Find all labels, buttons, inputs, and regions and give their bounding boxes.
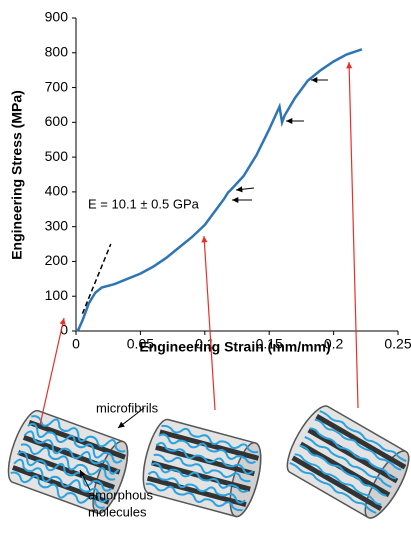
fibril bbox=[291, 455, 383, 511]
molecule bbox=[289, 462, 377, 514]
molecule bbox=[161, 424, 259, 454]
molecule bbox=[27, 422, 123, 464]
pointer-arrow-head bbox=[311, 76, 318, 84]
y-tick-label: 300 bbox=[45, 217, 69, 233]
molecule bbox=[13, 458, 109, 503]
y-tick-label: 700 bbox=[45, 78, 69, 94]
stage-arrow-head bbox=[59, 318, 66, 325]
label-arrow-head bbox=[80, 470, 86, 477]
stage-arrow bbox=[348, 61, 359, 409]
x-tick-label: 0.15 bbox=[256, 336, 283, 352]
molecule bbox=[153, 453, 251, 483]
molecule bbox=[145, 482, 243, 512]
molecule bbox=[314, 418, 402, 471]
molecule bbox=[155, 441, 254, 475]
cylinder-end bbox=[92, 440, 129, 515]
molecule bbox=[30, 415, 126, 453]
fibril bbox=[146, 475, 247, 508]
molecule bbox=[23, 430, 120, 475]
cylinder bbox=[142, 418, 262, 518]
molecule bbox=[20, 443, 116, 481]
x-tick-label: 0 bbox=[72, 336, 80, 352]
molecule bbox=[304, 436, 392, 488]
data-line bbox=[75, 48, 363, 333]
molecule bbox=[158, 433, 256, 464]
fit-line bbox=[81, 243, 112, 314]
stage-arrow-head bbox=[201, 236, 208, 243]
y-tick-label: 500 bbox=[45, 148, 69, 164]
molecule bbox=[309, 427, 397, 480]
fibril bbox=[159, 429, 260, 461]
cylinder-end bbox=[229, 442, 262, 518]
fibril bbox=[307, 427, 399, 484]
molecule bbox=[294, 453, 382, 506]
stage-arrow bbox=[203, 235, 216, 411]
x-tick-label: 0.05 bbox=[127, 336, 154, 352]
y-tick-label: 100 bbox=[45, 287, 69, 303]
molecule-label: amorphous bbox=[88, 487, 154, 502]
molecule bbox=[299, 444, 387, 497]
y-tick-label: 0 bbox=[60, 322, 68, 338]
y-tick-label: 800 bbox=[45, 43, 69, 59]
fibril bbox=[315, 414, 407, 470]
molecule bbox=[10, 471, 106, 509]
pointer-arrow-head bbox=[232, 196, 239, 204]
x-tick-label: 0.25 bbox=[384, 336, 411, 352]
y-axis-title: Engineering Stress (MPa) bbox=[9, 90, 25, 260]
molecule-label: molecules bbox=[88, 504, 147, 519]
fibril bbox=[28, 419, 126, 460]
label-arrow-head bbox=[118, 421, 125, 428]
fibril bbox=[299, 441, 391, 498]
stage-arrow-head bbox=[346, 62, 353, 69]
y-tick-label: 200 bbox=[45, 252, 69, 268]
cylinder bbox=[286, 405, 410, 519]
x-tick-label: 0.1 bbox=[195, 336, 215, 352]
stage-arrow bbox=[39, 317, 65, 426]
y-tick-label: 900 bbox=[45, 9, 69, 25]
illustrations bbox=[7, 405, 410, 519]
molecule bbox=[16, 451, 113, 492]
molecule bbox=[147, 470, 246, 504]
molecule bbox=[319, 410, 407, 462]
molecule bbox=[150, 462, 249, 493]
y-tick-label: 600 bbox=[45, 113, 69, 129]
cylinder bbox=[7, 409, 129, 515]
x-tick-label: 0.2 bbox=[324, 336, 344, 352]
x-axis-title: Engineering Strain (mm/mm) bbox=[139, 339, 330, 355]
pointer-arrow-head bbox=[286, 117, 293, 125]
fibril-label: microfibrils bbox=[96, 400, 159, 415]
pointer-arrow-head bbox=[236, 186, 243, 193]
annotation: E = 10.1 ± 0.5 GPa bbox=[88, 196, 200, 211]
y-tick-label: 400 bbox=[45, 183, 69, 199]
